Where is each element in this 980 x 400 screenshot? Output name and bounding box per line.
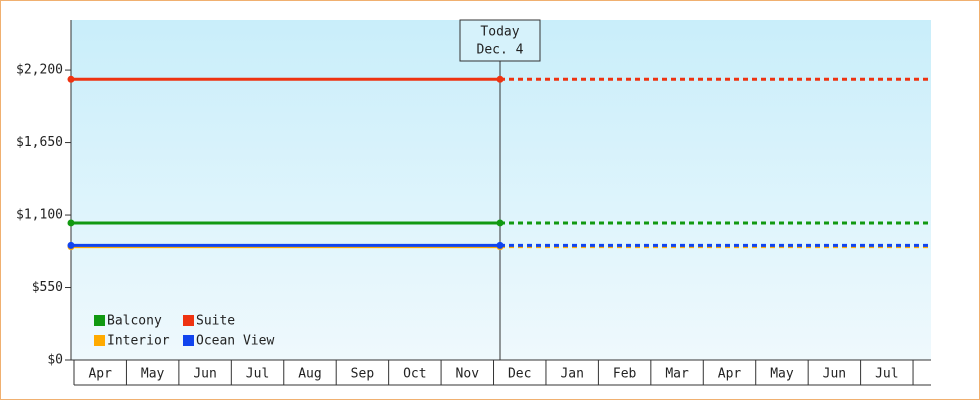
x-tick-label: Nov bbox=[456, 367, 480, 382]
x-tick-label: Sep bbox=[351, 367, 375, 382]
x-tick-label: Mar bbox=[665, 367, 689, 382]
x-tick-label: May bbox=[141, 367, 165, 382]
y-tick-label: $1,100 bbox=[16, 208, 63, 223]
today-label: Today bbox=[480, 25, 519, 40]
x-tick-label: Jun bbox=[823, 367, 846, 382]
x-tick-label: Feb bbox=[613, 367, 637, 382]
x-tick-label: Oct bbox=[403, 367, 426, 382]
legend-swatch bbox=[94, 315, 105, 326]
point bbox=[496, 219, 504, 227]
x-tick-label: Apr bbox=[718, 367, 742, 382]
y-tick-label: $0 bbox=[47, 353, 63, 368]
y-tick-label: $2,200 bbox=[16, 63, 63, 78]
y-tick-label: $1,650 bbox=[16, 135, 63, 150]
point bbox=[67, 75, 75, 83]
x-tick-label: Apr bbox=[88, 367, 112, 382]
x-tick-label: Jul bbox=[246, 367, 269, 382]
legend-label: Suite bbox=[196, 314, 235, 329]
y-tick-label: $550 bbox=[32, 280, 63, 295]
x-tick-label: Jan bbox=[560, 367, 583, 382]
x-tick-label: Aug bbox=[298, 367, 321, 382]
today-box bbox=[459, 19, 541, 62]
legend-swatch bbox=[183, 315, 194, 326]
legend-label: Ocean View bbox=[196, 334, 274, 349]
x-tick-label: Dec bbox=[508, 367, 531, 382]
point bbox=[67, 219, 75, 227]
point bbox=[496, 75, 504, 83]
today-date: Dec. 4 bbox=[477, 43, 524, 58]
point bbox=[496, 241, 504, 249]
x-tick-label: Jun bbox=[193, 367, 216, 382]
x-tick-label: Jul bbox=[875, 367, 898, 382]
legend-label: Interior bbox=[107, 334, 170, 349]
legend-swatch bbox=[94, 335, 105, 346]
x-tick-label: May bbox=[770, 367, 794, 382]
point bbox=[67, 241, 75, 249]
legend-swatch bbox=[183, 335, 194, 346]
plot-area bbox=[71, 20, 931, 360]
legend-label: Balcony bbox=[107, 314, 162, 329]
